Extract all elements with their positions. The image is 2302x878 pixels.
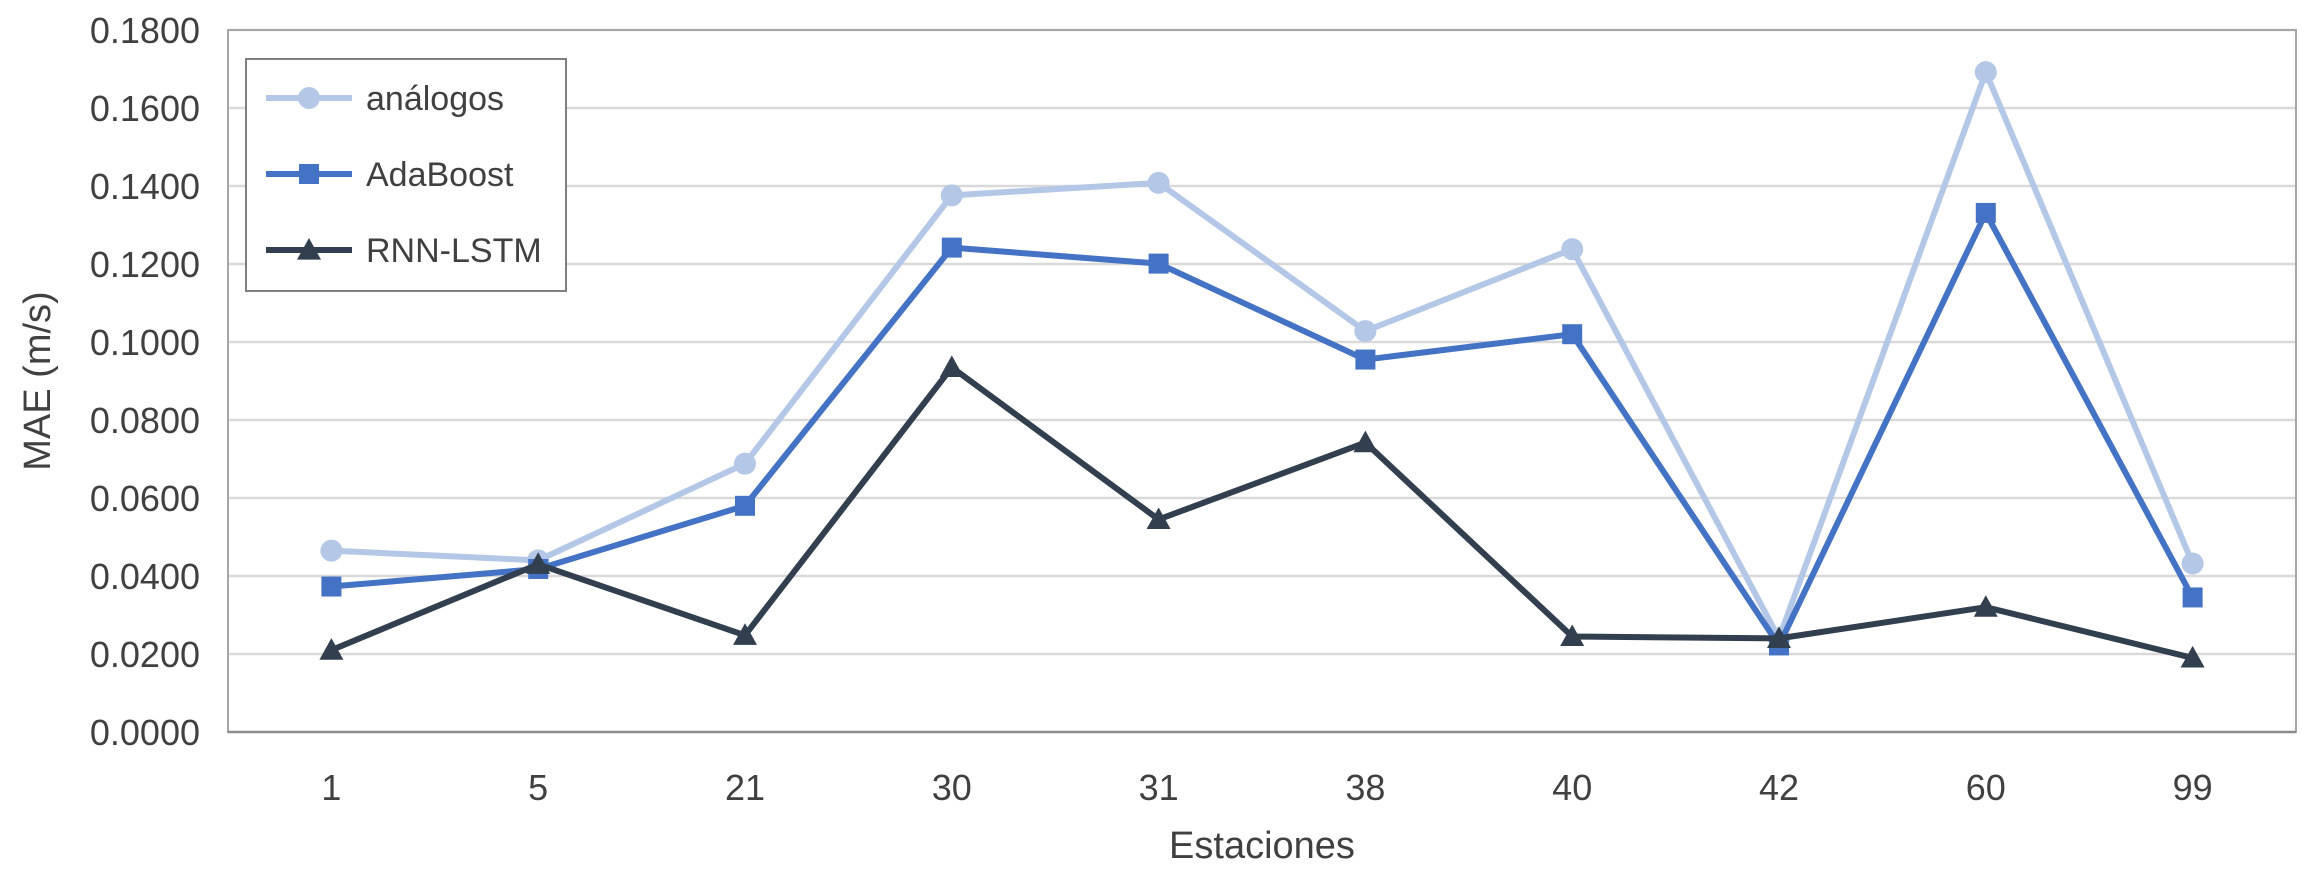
data-point [319, 638, 344, 660]
data-point [321, 576, 342, 597]
series-line [331, 69, 2196, 642]
y-axis-ticks: 0.0000 0.0200 0.0400 0.0600 0.0800 0.1000 0.12… [90, 10, 200, 753]
x-tick-label: 1 [321, 767, 341, 808]
series-line [331, 209, 2196, 649]
legend-label: AdaBoost [366, 156, 514, 194]
data-point [1974, 61, 1997, 84]
legend-item: AdaBoost [266, 156, 514, 194]
data-point [1975, 202, 1996, 223]
legend-marker [299, 164, 319, 184]
data-point [1147, 171, 1170, 194]
data-point [1767, 626, 1791, 648]
y-tick-label: 0.1000 [90, 322, 200, 363]
y-tick-label: 0.1200 [90, 244, 200, 285]
x-tick-label: 60 [1966, 767, 2006, 808]
y-tick-label: 0.1600 [90, 88, 200, 129]
data-point [940, 184, 963, 207]
legend-label: RNN-LSTM [366, 232, 542, 270]
data-point [1354, 320, 1377, 343]
series-an-logos [320, 61, 2204, 650]
x-tick-label: 21 [725, 767, 765, 808]
data-point [1355, 349, 1376, 370]
data-point [2181, 552, 2204, 575]
legend-marker [297, 238, 321, 260]
x-tick-label: 31 [1139, 767, 1179, 808]
series-adaboost [321, 202, 2203, 656]
series-rnn-lstm [319, 355, 2205, 668]
y-axis-title: MAE (m/s) [17, 291, 59, 470]
data-point [1148, 253, 1169, 274]
legend-marker [298, 87, 320, 109]
y-tick-label: 0.0800 [90, 400, 200, 441]
y-tick-label: 0.0200 [90, 634, 200, 675]
x-axis-ticks: 1 5 21 30 31 38 40 42 60 99 [321, 767, 2212, 808]
y-tick-label: 0.1800 [90, 10, 200, 51]
x-tick-label: 38 [1345, 767, 1385, 808]
data-point [2180, 645, 2205, 668]
legend-label: análogos [366, 80, 504, 118]
series-line [330, 364, 2194, 661]
data-point [320, 539, 343, 562]
y-tick-label: 0.1400 [90, 166, 200, 207]
data-point [526, 552, 551, 574]
data-point [1560, 624, 1585, 647]
data-point [1146, 507, 1171, 530]
data-point [1561, 238, 1584, 261]
data-point [735, 495, 755, 516]
legend-item: RNN-LSTM [266, 232, 542, 270]
x-tick-label: 99 [2173, 767, 2213, 808]
data-point [1353, 430, 1378, 453]
x-tick-label: 42 [1759, 767, 1799, 808]
data-point [1562, 324, 1583, 345]
series-layer [319, 61, 2205, 668]
data-point [1973, 595, 1998, 617]
x-tick-label: 40 [1552, 767, 1592, 808]
data-point [733, 623, 757, 645]
y-tick-label: 0.0400 [90, 556, 200, 597]
y-tick-label: 0.0600 [90, 478, 200, 519]
legend: análogos AdaBoost RNN-LSTM [245, 58, 567, 292]
x-axis-title: Estaciones [1169, 825, 1355, 867]
data-point [2182, 587, 2203, 608]
x-tick-label: 5 [528, 767, 548, 808]
data-point [939, 355, 964, 377]
y-tick-label: 0.0000 [90, 712, 200, 753]
legend-item: análogos [266, 80, 504, 118]
data-point [734, 452, 756, 475]
data-point [941, 237, 962, 258]
x-tick-label: 30 [932, 767, 972, 808]
